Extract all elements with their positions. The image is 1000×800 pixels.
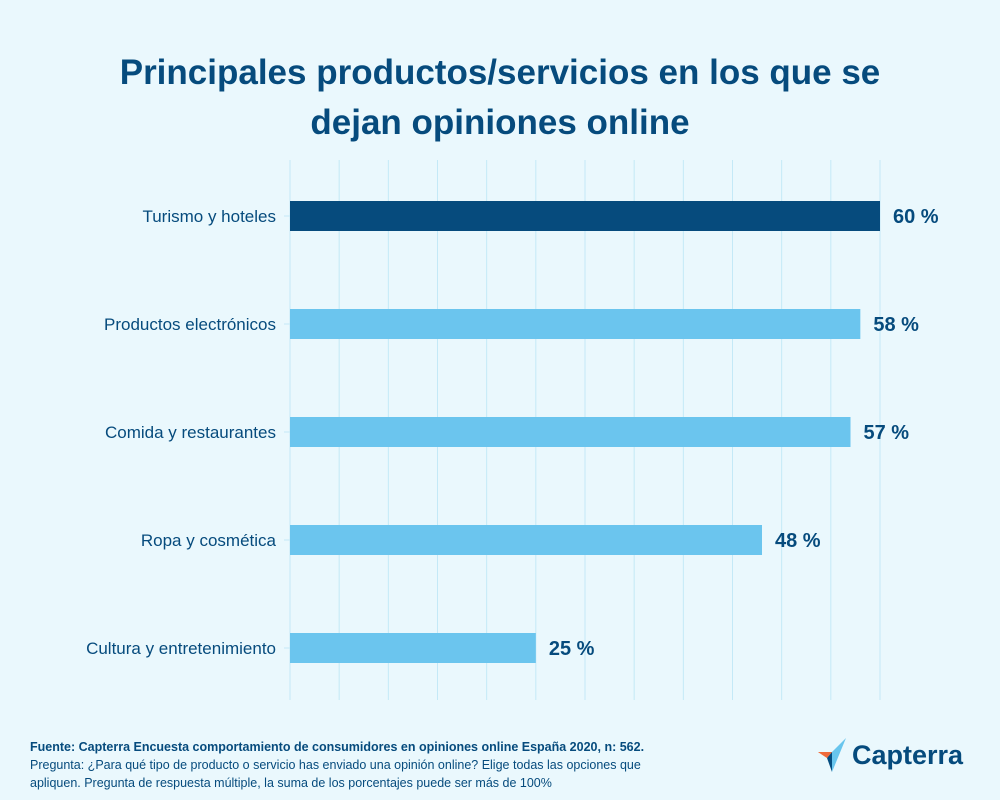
category-label: Turismo y hoteles [142, 207, 276, 226]
data-label: 25 % [549, 638, 595, 660]
category-label: Comida y restaurantes [105, 423, 276, 442]
capterra-logo: Capterra [818, 738, 963, 772]
category-label: Ropa y cosmética [141, 531, 277, 550]
bar [290, 201, 880, 231]
data-label: 57 % [864, 422, 910, 444]
category-label: Productos electrónicos [104, 315, 276, 334]
bar [290, 417, 851, 447]
question-line-2: apliquen. Pregunta de respuesta múltiple… [30, 776, 552, 790]
source-note: Fuente: Capterra Encuesta comportamiento… [30, 740, 645, 754]
bar-chart: Turismo y hoteles 60 % Productos electróni… [86, 160, 939, 700]
logo-text: Capterra [852, 739, 964, 770]
chart-title: Principales productos/servicios en los q… [0, 48, 1000, 148]
data-label: 58 % [873, 314, 919, 336]
data-label: 60 % [893, 206, 939, 228]
bar [290, 633, 536, 663]
bar [290, 309, 861, 339]
bar [290, 525, 762, 555]
capterra-logo-icon [818, 738, 846, 772]
title-text: Principales productos/servicios en los q… [119, 53, 881, 142]
category-label: Cultura y entretenimiento [86, 639, 276, 658]
data-label: 48 % [775, 530, 821, 552]
question-line-1: Pregunta: ¿Para qué tipo de producto o s… [30, 758, 641, 772]
